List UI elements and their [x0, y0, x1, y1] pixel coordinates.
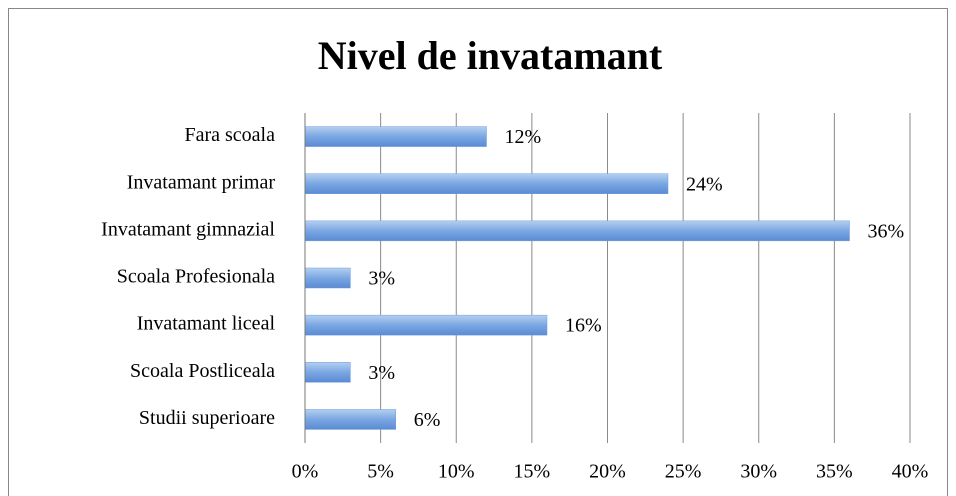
- bar: [304, 362, 351, 383]
- bar: [304, 126, 487, 147]
- chart-frame: [8, 8, 948, 496]
- x-tick-label: 5%: [367, 461, 394, 483]
- x-tick-label: 40%: [892, 461, 929, 483]
- y-tick-label: Invatamant gimnazial: [101, 218, 275, 240]
- x-tick-label: 10%: [438, 461, 475, 483]
- y-tick-label: Scoala Profesionala: [117, 266, 275, 288]
- data-label: 36%: [868, 220, 905, 242]
- x-tick-label: 35%: [816, 461, 853, 483]
- y-tick-label: Scoala Postliceala: [130, 360, 275, 382]
- bar: [304, 173, 669, 194]
- data-label: 3%: [368, 362, 395, 384]
- bar: [304, 314, 548, 336]
- data-label: 12%: [505, 126, 542, 148]
- data-label: 24%: [686, 173, 723, 195]
- bar: [304, 267, 351, 289]
- chart-title: Nivel de invatamant: [318, 33, 663, 78]
- y-tick-label: Invatamant primar: [127, 171, 276, 193]
- y-tick-label: Fara scoala: [184, 124, 275, 146]
- x-tick-label: 25%: [665, 461, 702, 483]
- x-tick-label: 20%: [589, 461, 626, 483]
- data-label: 6%: [414, 409, 441, 431]
- x-tick-label: 15%: [514, 461, 551, 483]
- x-tick-label: 0%: [292, 461, 319, 483]
- bar: [304, 220, 850, 242]
- data-label: 16%: [565, 315, 602, 337]
- data-label: 3%: [368, 268, 395, 290]
- y-tick-label: Studii superioare: [139, 407, 275, 429]
- bar: [304, 409, 396, 430]
- y-tick-label: Invatamant liceal: [137, 313, 276, 335]
- x-tick-label: 30%: [740, 461, 777, 483]
